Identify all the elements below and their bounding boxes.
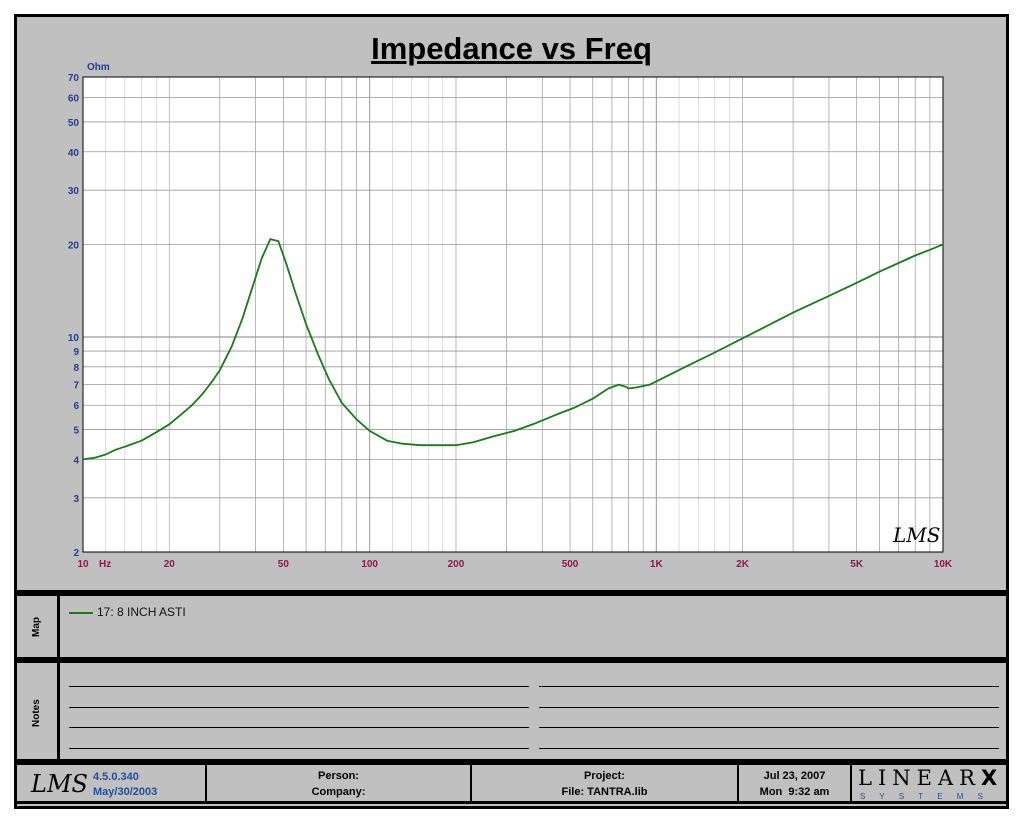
map-label: Map: [31, 617, 42, 637]
legend-label: 17: 8 INCH ASTI: [97, 605, 186, 619]
brand-x: X: [980, 766, 998, 790]
y-tick-label: 4: [73, 455, 79, 466]
footer-person-cell: Person: Company:: [207, 765, 472, 801]
file-label: File: TANTRA.lib: [561, 786, 648, 798]
notes-line: [539, 707, 999, 708]
notes-label-cell: Notes: [17, 663, 60, 759]
x-tick-label: 100: [361, 559, 378, 570]
y-tick-label: 10: [68, 333, 80, 344]
lms-watermark: LMS: [892, 523, 940, 547]
x-unit-label: Hz: [99, 559, 111, 570]
version-number: 4.5.0.340: [93, 771, 139, 783]
x-tick-label: 5K: [850, 559, 864, 570]
footer-date: Jul 23, 2007: [763, 770, 826, 782]
plot-border: [82, 76, 944, 553]
legend-swatch: [69, 612, 93, 614]
lms-logo: LMS: [31, 770, 88, 798]
person-label: Person:: [318, 770, 359, 782]
y-tick-label: 6: [73, 401, 79, 412]
y-tick-label: 2: [73, 548, 79, 559]
notes-line: [69, 727, 529, 728]
y-tick-label: 7: [73, 381, 79, 392]
notes-line: [539, 748, 999, 749]
x-tick-label: 500: [562, 559, 579, 570]
footer-version-cell: LMS 4.5.0.340 May/30/2003: [17, 765, 207, 801]
map-section: Map 17: 8 INCH ASTI: [14, 593, 1009, 660]
notes-line: [539, 727, 999, 728]
x-tick-label: 10K: [934, 559, 953, 570]
y-tick-label: 30: [68, 186, 80, 197]
y-tick-label: 50: [68, 118, 80, 129]
y-tick-label: 9: [73, 347, 79, 358]
x-tick-label: 20: [164, 559, 176, 570]
x-tick-label: 10: [77, 559, 89, 570]
notes-line: [69, 686, 529, 687]
footer-time: Mon 9:32 am: [759, 786, 830, 798]
chart-title: Impedance vs Freq: [371, 31, 652, 66]
y-tick-label: 70: [68, 73, 80, 84]
x-tick-label: 2K: [736, 559, 750, 570]
y-tick-label: 40: [68, 148, 80, 159]
footer-date-cell: Jul 23, 2007 Mon 9:32 am: [739, 765, 852, 801]
notes-line: [69, 748, 529, 749]
impedance-chart: 2 3 4 5 6 7 8 9 10 20 30 40 50 60 70 Ohm 10 20 50 100 200 500…: [68, 62, 953, 570]
y-tick-label: 60: [68, 94, 80, 105]
footer-project-cell: Project: File: TANTRA.lib: [472, 765, 739, 801]
x-tick-label: 50: [278, 559, 290, 570]
y-tick-label: 8: [73, 363, 79, 374]
x-tick-label: 1K: [650, 559, 664, 570]
notes-line: [539, 686, 999, 687]
y-unit-label: Ohm: [87, 62, 110, 73]
impedance-curve: [82, 238, 944, 461]
plot-area: [83, 77, 943, 552]
notes-section: Notes: [14, 660, 1009, 762]
company-label: Company:: [311, 786, 366, 798]
brand-sub: S Y S T E M S: [860, 792, 989, 801]
chart-section: Impedance vs Freq 2 3 4 5 6 7 8 9 10 20 30 40 50 60 70…: [14, 14, 1009, 593]
linearx-logo: LINEARX S Y S T E M S: [854, 765, 1004, 801]
x-tick-label: 200: [448, 559, 465, 570]
version-date: May/30/2003: [93, 786, 158, 798]
y-tick-label: 20: [68, 240, 80, 251]
footer-section: LMS 4.5.0.340 May/30/2003 Person: Compan…: [14, 762, 1009, 804]
y-tick-label: 5: [73, 426, 79, 437]
notes-label: Notes: [31, 699, 42, 727]
brand-main: LINEAR: [858, 766, 981, 790]
map-label-cell: Map: [17, 596, 60, 657]
y-tick-label: 3: [73, 494, 79, 505]
project-label: Project:: [584, 770, 625, 782]
notes-line: [69, 707, 529, 708]
